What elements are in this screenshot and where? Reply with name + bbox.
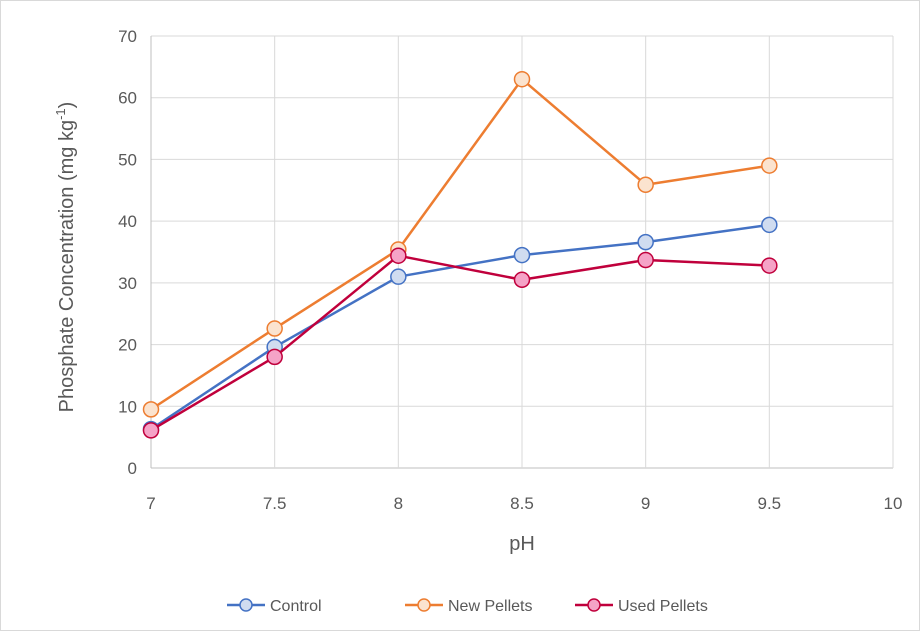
y-tick-label: 40 <box>118 212 137 231</box>
axes: 0 10 20 30 40 50 60 70 7 7.5 8 8.5 9 9.5 10 <box>118 27 902 513</box>
series-control <box>142 216 778 438</box>
control-point <box>761 216 778 234</box>
used-pellets-point <box>637 251 654 269</box>
new-pellets-point <box>761 157 778 174</box>
series-layer <box>142 70 778 439</box>
x-tick-label: 7 <box>146 494 155 513</box>
control-point <box>637 233 654 251</box>
x-tick-label: 7.5 <box>263 494 287 513</box>
new-pellets-point <box>142 401 160 418</box>
legend-label: Used Pellets <box>618 598 708 615</box>
legend-item-new-pellets: New Pellets <box>405 598 532 615</box>
y-axis-title-close: ) <box>56 102 78 109</box>
y-tick-label: 10 <box>118 397 137 416</box>
used-pellets-line <box>150 254 770 432</box>
control-point <box>513 246 531 264</box>
x-tick-label: 9 <box>641 494 650 513</box>
legend-marker <box>239 598 253 612</box>
control-line <box>150 223 770 431</box>
control-point <box>390 268 407 285</box>
series-new-pellets <box>142 70 778 418</box>
y-tick-label: 60 <box>118 89 137 108</box>
x-tick-label: 8 <box>394 494 403 513</box>
series-used-pellets <box>142 247 778 439</box>
used-pellets-point <box>266 348 283 366</box>
new-pellets-point <box>266 320 283 337</box>
new-pellets-line <box>150 77 770 411</box>
x-axis-title: pH <box>509 533 535 555</box>
legend-item-used-pellets: Used Pellets <box>575 598 708 615</box>
used-pellets-point <box>761 257 778 274</box>
x-tick-label: 9.5 <box>758 494 782 513</box>
legend-label: New Pellets <box>448 598 532 615</box>
x-tick-label: 10 <box>884 494 903 513</box>
x-tick-label: 8.5 <box>510 494 534 513</box>
legend-marker <box>587 598 601 612</box>
used-pellets-point <box>142 422 160 439</box>
y-tick-label: 0 <box>128 459 137 478</box>
new-pellets-point <box>513 70 531 88</box>
y-tick-label: 30 <box>118 274 137 293</box>
legend-marker <box>417 598 431 612</box>
legend-label: Control <box>270 598 322 615</box>
y-tick-label: 20 <box>118 336 137 355</box>
y-axis-title: Phosphate Concentration (mg kg-1) <box>53 102 78 413</box>
new-pellets-point <box>637 176 654 193</box>
y-tick-label: 50 <box>118 150 137 169</box>
legend-item-control: Control <box>227 598 322 615</box>
y-tick-label: 70 <box>118 27 137 46</box>
used-pellets-point <box>390 247 407 264</box>
legend: Control New Pellets Used Pellets <box>227 598 708 615</box>
y-axis-title-superscript: -1 <box>53 108 68 120</box>
y-axis-title-main: Phosphate Concentration (mg kg <box>56 120 78 412</box>
used-pellets-point <box>513 271 531 289</box>
